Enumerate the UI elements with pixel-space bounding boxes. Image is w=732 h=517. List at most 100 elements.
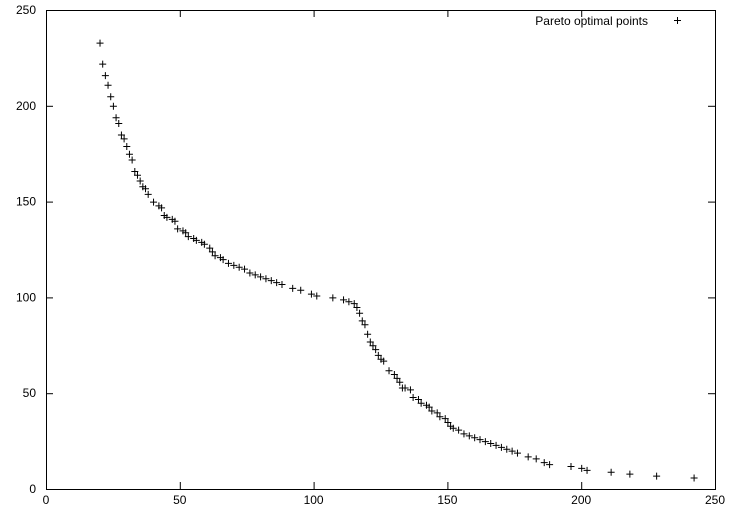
data-point (144, 190, 152, 198)
data-point (150, 198, 158, 206)
data-point (532, 455, 540, 463)
data-point (465, 432, 473, 440)
data-point (455, 426, 463, 434)
data-point (356, 309, 364, 317)
x-tick-label: 100 (304, 493, 324, 507)
data-point (99, 60, 107, 68)
data-point (142, 185, 150, 193)
data-points (96, 39, 698, 482)
data-point (131, 167, 139, 175)
data-point (626, 470, 634, 478)
y-tick-label: 100 (16, 290, 36, 304)
data-point (278, 280, 286, 288)
data-point (409, 394, 417, 402)
data-point (369, 342, 377, 350)
data-point (289, 284, 297, 292)
data-point (690, 474, 698, 482)
data-point (476, 436, 484, 444)
data-point (380, 357, 388, 365)
y-tick-label: 150 (16, 195, 36, 209)
data-point (366, 338, 374, 346)
data-point (497, 443, 505, 451)
data-point (219, 256, 227, 264)
data-point (374, 351, 382, 359)
x-tick-label: 200 (571, 493, 591, 507)
data-point (481, 438, 489, 446)
data-point (401, 384, 409, 392)
data-point (358, 317, 366, 325)
data-point (171, 217, 179, 225)
data-point (436, 413, 444, 421)
data-point (230, 261, 238, 269)
data-point (123, 143, 131, 151)
data-point (449, 424, 457, 432)
data-point (241, 265, 249, 273)
data-point (406, 386, 414, 394)
data-point (578, 464, 586, 472)
data-point (251, 271, 259, 279)
data-point (158, 204, 166, 212)
legend-marker (674, 17, 681, 24)
data-point (184, 233, 192, 241)
data-point (120, 135, 128, 143)
data-point (313, 292, 321, 300)
data-point (350, 300, 358, 308)
plot-frame (46, 10, 716, 490)
y-tick-label: 250 (16, 3, 36, 17)
data-point (583, 466, 591, 474)
data-point (112, 114, 120, 122)
y-tick-label: 0 (29, 482, 36, 496)
data-point (235, 263, 243, 271)
data-point (262, 275, 270, 283)
data-point (513, 449, 521, 457)
legend-marker-plus (674, 17, 681, 24)
data-point (182, 229, 190, 237)
data-point (340, 296, 348, 304)
data-point (206, 244, 214, 252)
x-tick-label: 150 (437, 493, 457, 507)
data-point (109, 102, 117, 110)
data-point (211, 252, 219, 260)
data-point (390, 371, 398, 379)
data-point (200, 240, 208, 248)
data-point (267, 277, 275, 285)
data-point (508, 447, 516, 455)
data-point (107, 93, 115, 101)
data-point (433, 409, 441, 417)
data-point (257, 273, 265, 281)
data-point (364, 330, 372, 338)
data-point (503, 445, 511, 453)
data-point (393, 374, 401, 382)
data-point (104, 81, 112, 89)
y-tick-label: 200 (16, 99, 36, 113)
data-point (96, 39, 104, 47)
legend: Pareto optimal points (535, 14, 681, 28)
data-point (607, 468, 615, 476)
data-point (224, 259, 232, 267)
data-point (492, 441, 500, 449)
data-point (273, 279, 281, 287)
data-point (471, 434, 479, 442)
data-point (208, 248, 216, 256)
data-point (460, 430, 468, 438)
data-point (540, 459, 548, 467)
data-point (444, 418, 452, 426)
data-point (425, 403, 433, 411)
data-point (487, 440, 495, 448)
data-point (136, 177, 144, 185)
data-point (396, 378, 404, 386)
data-point (101, 72, 109, 80)
data-point (441, 415, 449, 423)
data-point (353, 303, 361, 311)
data-point (546, 461, 554, 469)
data-point (524, 453, 532, 461)
x-tick-label: 250 (705, 493, 725, 507)
data-point (361, 321, 369, 329)
y-tick-label: 50 (23, 386, 37, 400)
data-point (115, 120, 123, 128)
data-point (385, 367, 393, 375)
data-point (417, 399, 425, 407)
legend-label: Pareto optimal points (535, 14, 648, 28)
x-tick-label: 50 (173, 493, 187, 507)
